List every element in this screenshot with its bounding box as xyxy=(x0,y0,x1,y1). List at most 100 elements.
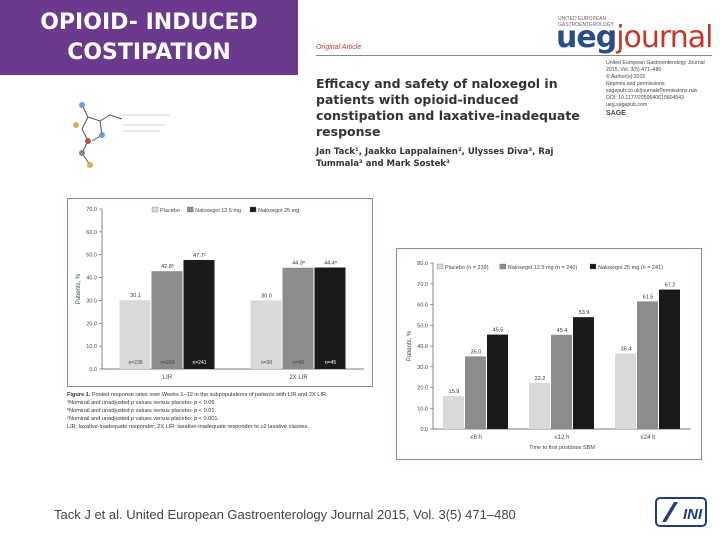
logo-text: INI xyxy=(683,506,703,523)
bar-n-label: n=30 xyxy=(261,360,272,366)
bar xyxy=(443,396,464,429)
journal-small-heading: UNITED EUROPEAN GASTROENTEROLOGY xyxy=(558,16,614,28)
molecule-structure-image xyxy=(73,102,170,168)
bar-value-label: 44.4ᵃ xyxy=(324,261,338,267)
bar-value-label: 44.3ᵃ xyxy=(292,261,306,267)
article-authors: Jan Tack¹, Jaakko Lappalainen², Ulysses … xyxy=(316,147,554,169)
journal-info-line: ueg.sagepub.com xyxy=(606,102,648,108)
figure1-note: ᵇNominal and unadjusted p values versus … xyxy=(67,408,217,414)
bar xyxy=(487,334,508,429)
y-tick-label: 70.0 xyxy=(86,207,97,213)
y-tick-label: 10.0 xyxy=(417,406,428,412)
y-tick-label: 50.0 xyxy=(86,253,97,259)
journal-info-line: DOI: 10.1177/2050640615604543 xyxy=(606,95,685,101)
y-tick-label: 50.0 xyxy=(417,323,428,329)
bar-value-label: 45.4 xyxy=(557,328,568,334)
x-axis-label: Time to first postdose SBM xyxy=(529,445,595,451)
citation: Tack J et al. United European Gastroente… xyxy=(54,507,516,522)
journal-info-line: United European Gastroenterology Journal xyxy=(606,60,705,66)
x-tick-label: LIR xyxy=(163,375,173,381)
figure1-chart: 0.0 10.0 20.0 30.0 40.0 50.0 60.0 70.0 Patients,… xyxy=(76,206,364,381)
x-tick-label: ≤24 h xyxy=(641,435,656,441)
y-tick-label: 80.0 xyxy=(417,261,428,267)
figure1-note: ᵃNominal and unadjusted p values versus … xyxy=(67,400,215,406)
y-tick-label: 30.0 xyxy=(86,298,97,304)
bar xyxy=(659,289,680,429)
journal-logo-ueg: ueg xyxy=(556,20,617,55)
figure1-caption: Figure 1. Pooled response rates over Wee… xyxy=(67,391,387,431)
legend-label: Naloxegol 25 mg (n = 241) xyxy=(598,265,663,271)
bar xyxy=(314,267,346,369)
journal-info-line: © Author(s) 2015 xyxy=(606,74,646,80)
legend-label: Naloxegol 12.5 mg xyxy=(195,208,241,214)
figure1-panel: 0.0 10.0 20.0 30.0 40.0 50.0 60.0 70.0 Patients,… xyxy=(67,198,373,387)
legend-label: Naloxegol 12.5 mg (n = 240) xyxy=(508,265,578,271)
bar xyxy=(637,301,658,429)
figure2-chart: 0.0 10.0 20.0 30.0 40.0 50.0 60.0 70.0 80.0 Patie… xyxy=(407,261,691,451)
y-tick-label: 0.0 xyxy=(89,367,97,373)
y-tick-label: 70.0 xyxy=(417,282,428,288)
bar xyxy=(151,271,183,369)
journal-logo-journal: journal xyxy=(616,20,713,55)
y-tick-label: 60.0 xyxy=(86,230,97,236)
y-tick-label: 40.0 xyxy=(417,344,428,350)
bar xyxy=(183,259,215,369)
legend-swatch xyxy=(436,263,444,270)
bar-n-label: n=56 xyxy=(293,360,304,366)
header-divider xyxy=(316,55,712,56)
bar xyxy=(282,267,314,369)
bar-value-label: 47.7ᶜ xyxy=(193,253,206,259)
figure1-note: ᶜNominal and unadjusted p values versus … xyxy=(67,416,220,422)
figure1-caption-title: Figure 1. xyxy=(67,392,91,398)
bar-value-label: 22.2 xyxy=(535,376,546,382)
bar-value-label: 15.9 xyxy=(449,389,460,395)
y-tick-label: 30.0 xyxy=(417,365,428,371)
legend-label: Naloxegol 25 mg xyxy=(258,208,299,214)
legend-swatch xyxy=(499,263,506,270)
bar-value-label: 30.0 xyxy=(261,293,272,299)
y-tick-label: 20.0 xyxy=(86,321,97,327)
figure2-panel: 0.0 10.0 20.0 30.0 40.0 50.0 60.0 70.0 80.0 Patie… xyxy=(396,248,702,460)
bar-value-label: 67.2 xyxy=(665,283,676,289)
bar xyxy=(615,353,636,429)
legend-label: Placebo (n = 239) xyxy=(445,265,489,271)
legend-swatch xyxy=(151,206,159,213)
article-title: Efficacy and safety of naloxegol in pati… xyxy=(316,76,580,139)
journal-info-line: 2015, Vol. 3(5) 471–480 xyxy=(606,67,662,73)
inj-logo: INI xyxy=(655,497,707,527)
bar-n-label: n=243 xyxy=(160,360,174,366)
y-axis-label: Patients, % xyxy=(76,273,82,304)
bar xyxy=(119,300,151,369)
legend-swatch xyxy=(187,206,194,213)
y-tick-label: 10.0 xyxy=(86,344,97,350)
bar xyxy=(529,382,550,429)
y-axis-label: Patients, % xyxy=(407,330,413,361)
bar-value-label: 53.9 xyxy=(579,310,590,316)
bar xyxy=(465,356,486,429)
bar-value-label: 36.4 xyxy=(621,346,632,352)
publisher-logo: SAGE xyxy=(606,110,626,117)
figure1-note: LIR: laxative-inadequate responder; 2X L… xyxy=(67,424,309,430)
y-tick-label: 40.0 xyxy=(86,276,97,282)
y-tick-label: 0.0 xyxy=(420,427,428,433)
bar-value-label: 30.1 xyxy=(130,293,141,299)
figure1-caption-text: Pooled response rates over Weeks 1–12 in… xyxy=(91,392,328,398)
bar-n-label: n=45 xyxy=(325,360,336,366)
journal-info: United European Gastroenterology Journal… xyxy=(606,60,714,117)
journal-logo: uegjournal xyxy=(556,20,713,55)
bar-value-label: 61.5 xyxy=(643,294,654,300)
bar-value-label: 45.5 xyxy=(493,328,504,334)
journal-info-line: sagepub.co.uk/journalsPermissions.nav xyxy=(606,88,698,94)
legend-swatch xyxy=(249,206,257,213)
x-tick-label: 2X LIR xyxy=(289,375,308,381)
bar-n-label: n=239 xyxy=(128,360,142,366)
x-tick-label: ≤12 h xyxy=(555,435,570,441)
legend-label: Placebo xyxy=(160,208,180,214)
bar-value-label: 35.0 xyxy=(471,349,482,355)
bar xyxy=(551,334,572,429)
journal-info-line: Reprints and permissions: xyxy=(606,81,666,87)
bar xyxy=(250,300,282,369)
y-tick-label: 60.0 xyxy=(417,303,428,309)
slide-title-line2: COSTIPATION xyxy=(67,39,231,65)
slide-title: OPIOID- INDUCED COSTIPATION xyxy=(0,0,298,75)
